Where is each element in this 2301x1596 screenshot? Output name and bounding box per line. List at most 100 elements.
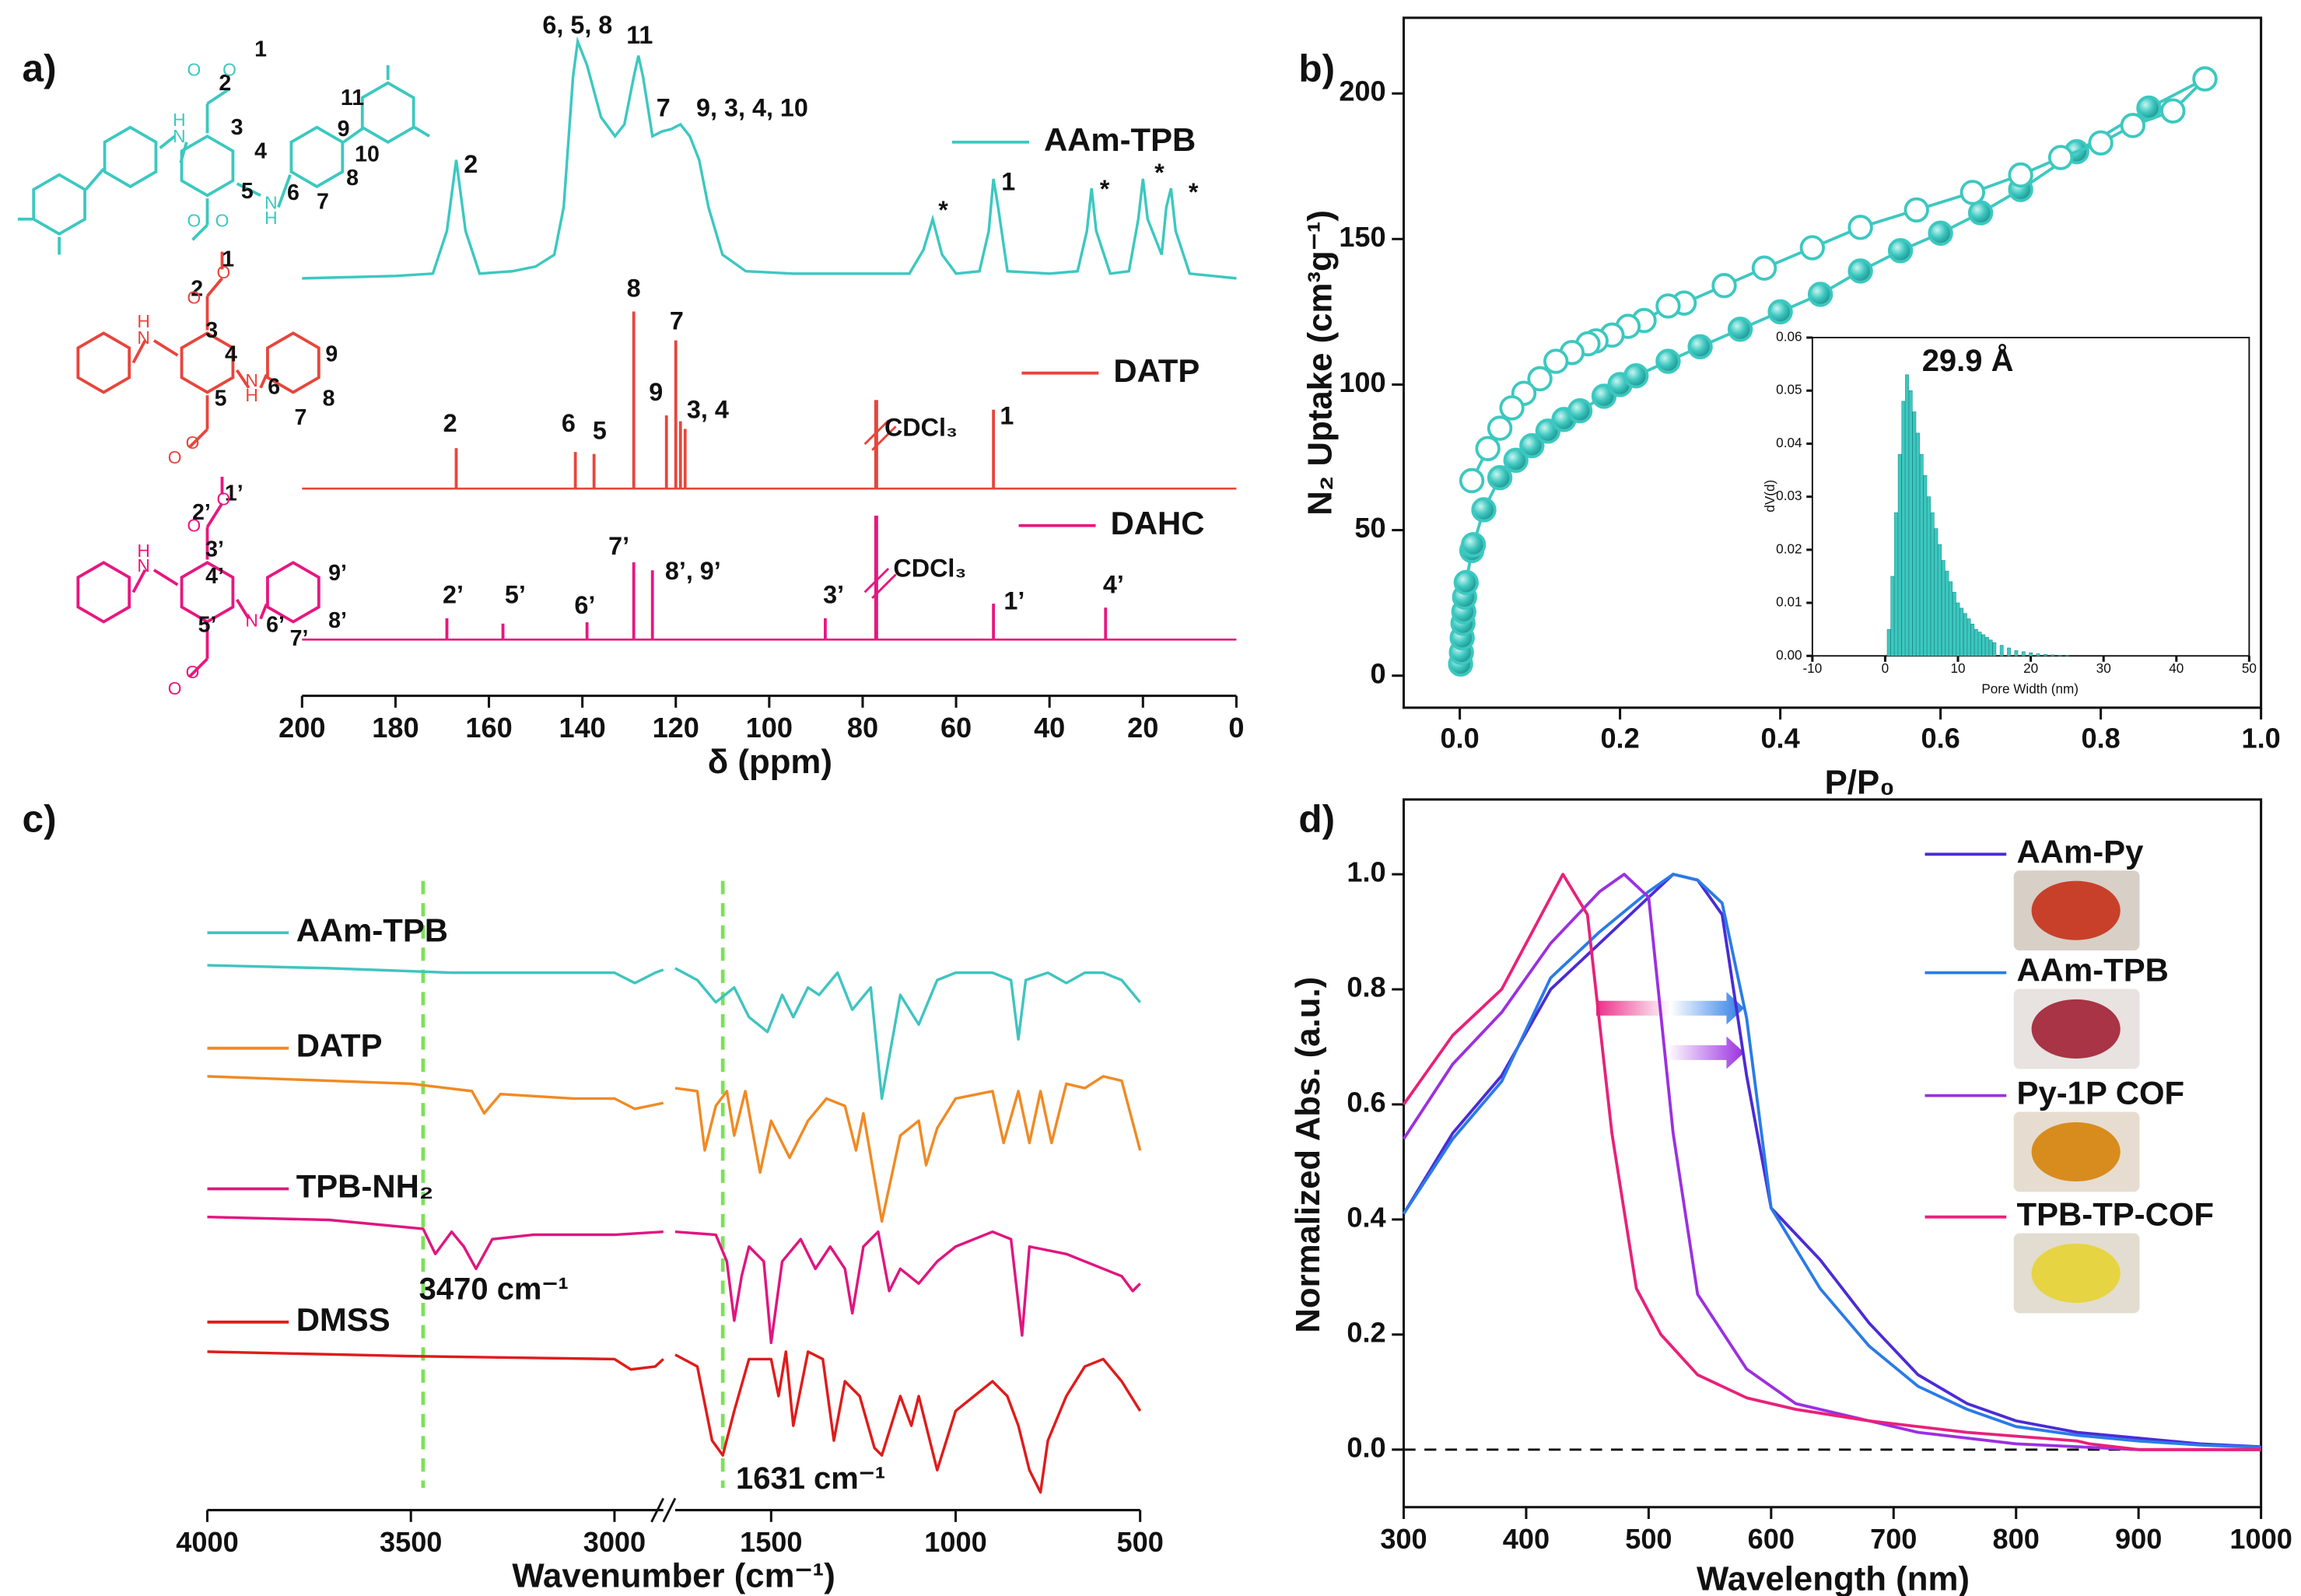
structure-label: 8 (323, 387, 335, 411)
x-axis-title: Wavelength (nm) (1697, 1560, 1970, 1596)
bar (1901, 401, 1906, 656)
structure-label: 3 (205, 318, 218, 343)
structure-label: O (168, 678, 182, 698)
structure-label: N (245, 370, 257, 390)
point (1727, 317, 1753, 342)
x-tick-label: -10 (1802, 660, 1822, 676)
bond (188, 657, 208, 678)
point (1475, 436, 1501, 461)
y-tick-label: 0.0 (1347, 1431, 1385, 1463)
bar (1956, 602, 1960, 656)
point (1847, 258, 1873, 284)
bar (1919, 453, 1924, 656)
ring (266, 331, 320, 394)
point (1751, 255, 1777, 281)
bar (1908, 390, 1913, 656)
structure-label: O (187, 516, 201, 536)
legend-label: DMSS (296, 1301, 391, 1338)
point (1928, 220, 1953, 247)
bond (84, 167, 105, 191)
bond (206, 87, 231, 105)
point (1503, 447, 1529, 473)
x-tick-label: 140 (559, 712, 605, 744)
x-tick-label: 400 (1503, 1523, 1550, 1555)
peak-label: 1’ (1003, 586, 1024, 614)
bond (235, 369, 250, 389)
point (2047, 145, 2074, 170)
spectrum (207, 1350, 1142, 1494)
structure-label: 5 (215, 387, 227, 411)
ring (180, 134, 235, 198)
point (1807, 282, 1833, 307)
structure-label: 4’ (205, 564, 224, 589)
absorbance-line (1402, 873, 2261, 1449)
point (2088, 130, 2114, 156)
peak-label: * (1154, 159, 1165, 187)
bar (1941, 560, 1946, 656)
x-tick-label: 0.2 (1600, 722, 1639, 754)
peak-label: 5 (593, 416, 607, 444)
y-tick-label: 50 (1354, 512, 1385, 544)
x-tick-label: 10 (1950, 660, 1965, 676)
x-tick-label: 1500 (740, 1526, 802, 1558)
structure-label: 7 (294, 405, 306, 430)
bar (1912, 411, 1917, 656)
break-marks (650, 419, 897, 1523)
panel-label: a) (23, 47, 57, 89)
bar (1894, 512, 1898, 656)
y-tick-label: 0.04 (1776, 435, 1802, 450)
point (2008, 162, 2033, 188)
bar (1923, 475, 1928, 656)
x-tick-label: 60 (940, 712, 972, 744)
sample-powder (2031, 1122, 2121, 1181)
point (1687, 334, 1713, 359)
spectrum (207, 1075, 1142, 1223)
bar (1938, 544, 1942, 656)
ring (289, 125, 345, 189)
peak-label: CDCl₃ (893, 554, 966, 582)
reference-label: 1631 cm⁻¹ (736, 1461, 885, 1496)
y-tick-label: 0.03 (1776, 488, 1802, 503)
peak-label: 9 (649, 378, 663, 406)
structure-label: N (264, 193, 277, 213)
x-tick-label: 20 (2023, 660, 2038, 676)
spectrum (207, 1215, 1141, 1345)
absorbance-line (1402, 873, 2261, 1451)
peak-label: * (938, 196, 948, 224)
point (1519, 432, 1545, 459)
bar (1930, 512, 1935, 656)
sample-powder (2031, 1243, 2121, 1304)
bar (1999, 645, 2004, 656)
peak-label: 7 (670, 307, 684, 335)
ring (76, 561, 131, 624)
structure-label: 2 (191, 277, 203, 302)
structure-label: 8 (346, 166, 359, 191)
ring (180, 331, 235, 394)
x-tick-label: 500 (1117, 1526, 1164, 1558)
x-tick-label: 4000 (176, 1526, 238, 1558)
legend-label: AAm-TPB (296, 912, 448, 948)
structure-label: 4 (254, 139, 267, 164)
bar (2021, 651, 2026, 656)
bar (1934, 528, 1939, 656)
structure-label: O (187, 288, 201, 308)
peak-label: 7’ (608, 532, 629, 560)
structure-label: N (173, 126, 186, 146)
legend-label: AAm-TPB (2017, 952, 2169, 989)
bar (1960, 607, 1964, 656)
x-tick-label: 200 (278, 712, 325, 744)
bond (342, 126, 366, 144)
panel-label: d) (1298, 798, 1335, 841)
ring (76, 331, 131, 394)
x-tick-label: 900 (2115, 1523, 2162, 1555)
bond (277, 173, 292, 208)
x-tick-label: 3000 (583, 1526, 646, 1558)
bar (1897, 453, 1902, 656)
bar (1945, 570, 1949, 656)
legend-label: TPB-NH₂ (296, 1168, 434, 1205)
point (1460, 532, 1487, 558)
point (1799, 235, 1825, 261)
y-tick-label: 0.00 (1776, 647, 1802, 663)
point (1543, 348, 1569, 374)
peak-label: 3’ (823, 581, 844, 609)
